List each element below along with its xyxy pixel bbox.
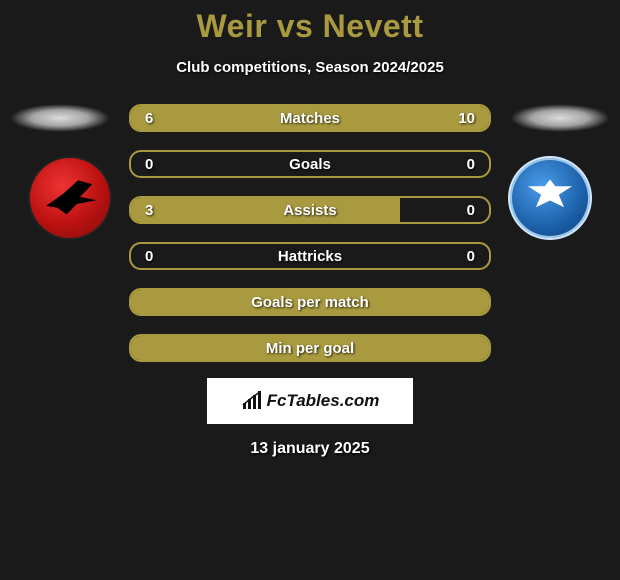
page-title: Weir vs Nevett — [0, 0, 620, 45]
stat-label: Goals per match — [251, 294, 369, 311]
walsall-fc-crest-icon — [28, 156, 112, 240]
fctables-logo-icon — [241, 391, 263, 411]
stat-label: Min per goal — [266, 340, 354, 357]
stat-row: 3 0 Assists — [129, 196, 491, 224]
stat-value-right: 0 — [467, 156, 475, 173]
stat-label: Goals — [289, 156, 331, 173]
stat-row: 0 0 Goals — [129, 150, 491, 178]
stat-value-left: 0 — [145, 156, 153, 173]
main-area: 6 10 Matches 0 0 Goals 3 0 Assists 0 0 Hattricks Goa… — [0, 104, 620, 458]
stat-value-left: 3 — [145, 202, 153, 219]
stat-value-right: 0 — [467, 248, 475, 265]
stat-fill-left — [131, 198, 400, 222]
stat-value-right: 0 — [467, 202, 475, 219]
peterborough-united-crest-icon — [508, 156, 592, 240]
stat-label: Hattricks — [278, 248, 342, 265]
player-b-name: Nevett — [323, 8, 424, 44]
brand-box: FcTables.com — [207, 378, 413, 424]
date-label: 13 january 2025 — [0, 440, 620, 458]
stat-label: Assists — [283, 202, 336, 219]
brand-text: FcTables.com — [267, 391, 380, 411]
player-a-name: Weir — [197, 8, 268, 44]
vs-separator: vs — [277, 8, 314, 44]
subtitle: Club competitions, Season 2024/2025 — [0, 59, 620, 76]
stat-label: Matches — [280, 110, 340, 127]
stat-row: 6 10 Matches — [129, 104, 491, 132]
stat-rows: 6 10 Matches 0 0 Goals 3 0 Assists 0 0 Hattricks Goa… — [129, 104, 491, 362]
stat-value-left: 6 — [145, 110, 153, 127]
comparison-card: Weir vs Nevett Club competitions, Season… — [0, 0, 620, 458]
crest-shadow-left — [10, 104, 110, 132]
crest-shadow-right — [510, 104, 610, 132]
stat-row: Goals per match — [129, 288, 491, 316]
stat-value-left: 0 — [145, 248, 153, 265]
stat-value-right: 10 — [458, 110, 475, 127]
stat-row: Min per goal — [129, 334, 491, 362]
stat-row: 0 0 Hattricks — [129, 242, 491, 270]
